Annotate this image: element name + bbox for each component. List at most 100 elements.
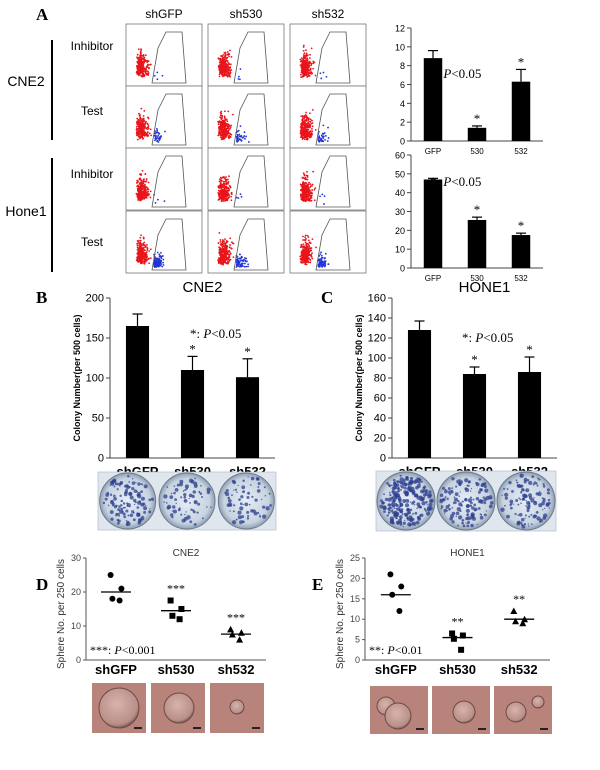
- colony-dot: [428, 502, 433, 507]
- bar-532: [511, 235, 531, 268]
- colony-dot: [423, 507, 426, 511]
- colony-dot: [136, 512, 138, 514]
- flow-gate: [151, 218, 187, 271]
- colony-dot: [533, 497, 535, 499]
- colony-dot: [129, 513, 134, 517]
- colony-dot: [383, 493, 385, 496]
- colony-dot: [415, 520, 420, 525]
- colony-dot: [259, 514, 261, 516]
- colony-dot: [444, 489, 448, 494]
- colony-dot: [189, 520, 193, 524]
- panel-letter-b: B: [36, 288, 47, 307]
- colony-dot: [205, 506, 208, 508]
- colony-dot: [478, 478, 482, 481]
- colony-dot: [396, 480, 399, 483]
- bar-gfp: [423, 58, 443, 142]
- colony-dot: [140, 502, 145, 507]
- colony-dot: [425, 511, 431, 516]
- colony-dot: [380, 499, 383, 503]
- colony-dot: [136, 493, 140, 497]
- colony-dot: [511, 489, 514, 493]
- colony-dot: [386, 514, 390, 517]
- colony-dot: [192, 509, 195, 512]
- x-category-label-532: 532: [514, 274, 528, 283]
- colony-dot: [140, 483, 143, 486]
- bar-sh530: [180, 370, 205, 458]
- colony-dot: [541, 497, 544, 500]
- flow-plot-frame: [207, 210, 285, 274]
- colony-dot: [142, 515, 144, 518]
- colony-dot: [133, 503, 136, 506]
- colony-dot: [119, 494, 122, 498]
- colony-dot: [231, 494, 233, 497]
- colony-dot: [425, 500, 428, 504]
- colony-dot: [458, 495, 461, 497]
- colony-dot: [409, 476, 414, 481]
- colony-dot: [411, 501, 415, 505]
- colony-dot: [258, 515, 262, 518]
- colony-dot: [479, 513, 482, 516]
- colony-dot: [489, 497, 492, 500]
- colony-dot: [542, 483, 545, 486]
- bar-shgfp: [407, 330, 432, 458]
- colony-dot: [388, 503, 392, 507]
- colony-dot: [126, 521, 131, 527]
- data-point-sh530: [450, 635, 457, 642]
- colony-dot: [482, 483, 485, 486]
- colony-dot: [262, 514, 267, 519]
- colony-dot: [440, 505, 444, 509]
- colony-dot: [504, 492, 509, 497]
- colony-dot: [135, 481, 137, 484]
- flow-gate: [315, 218, 351, 271]
- bar-shgfp: [125, 326, 150, 458]
- colony-dot: [109, 493, 113, 497]
- data-point-sh530: [458, 646, 465, 653]
- colony-dot: [510, 502, 513, 505]
- data-point-sh532: [512, 617, 520, 625]
- colony-dot: [253, 511, 258, 516]
- data-point-sh530: [178, 606, 185, 612]
- colony-dot: [543, 507, 546, 509]
- y-tick-label: 15: [350, 594, 360, 604]
- colony-dot: [412, 490, 416, 494]
- colony-dot: [128, 486, 131, 489]
- colony-dot: [190, 479, 195, 484]
- colony-dot: [517, 503, 520, 506]
- colony-dot: [384, 497, 389, 502]
- colony-dot: [446, 510, 449, 512]
- colony-dot: [546, 488, 550, 492]
- colony-dot: [515, 499, 519, 503]
- colony-dot: [237, 510, 242, 515]
- colony-dot: [210, 506, 212, 508]
- flow-plot-r3-c2: [207, 147, 285, 211]
- colony-dot: [148, 498, 152, 502]
- colony-dot: [508, 480, 512, 485]
- significance-annotation: *: P<0.05: [430, 174, 481, 189]
- colony-dot: [399, 477, 404, 482]
- colony-dot: [395, 512, 398, 516]
- colony-dot: [234, 488, 238, 491]
- significance-star: *: [526, 342, 533, 357]
- colony-dot: [191, 494, 195, 499]
- colony-dot: [404, 490, 409, 495]
- colony-dot: [239, 502, 243, 506]
- colony-dot: [386, 481, 389, 485]
- sphere: [229, 699, 245, 715]
- data-point-shgfp: [396, 608, 403, 615]
- colony-dot: [393, 484, 395, 486]
- colony-dot: [449, 514, 454, 519]
- colony-dot: [516, 521, 521, 526]
- bar-532: [511, 81, 531, 141]
- bar-sh530: [462, 374, 487, 458]
- sphere-photos-cne2: [92, 683, 264, 733]
- colony-dot: [249, 484, 252, 486]
- colony-dot: [399, 474, 402, 477]
- colony-dot: [426, 489, 428, 492]
- panel-letter-d: D: [36, 575, 48, 594]
- colony-dot: [417, 517, 421, 521]
- colony-dot: [541, 501, 545, 506]
- colony-dot: [455, 501, 457, 504]
- colony-dot: [465, 508, 470, 513]
- colony-dot: [428, 490, 432, 494]
- colony-dot: [538, 478, 541, 481]
